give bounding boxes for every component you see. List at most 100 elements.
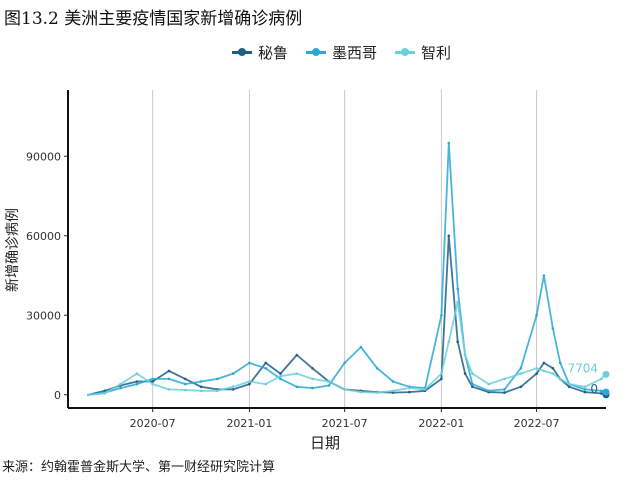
data-point (487, 382, 491, 386)
data-point (264, 382, 268, 386)
data-point (519, 367, 523, 370)
legend-label: 智利 (421, 43, 452, 62)
data-point (216, 377, 219, 381)
y-tick-label: 90000 (26, 150, 61, 163)
data-point (503, 391, 506, 394)
data-point (135, 382, 139, 386)
data-point (343, 388, 346, 391)
data-point (311, 367, 314, 370)
data-point (295, 385, 299, 389)
data-point (408, 390, 411, 394)
data-point (440, 314, 443, 317)
data-point (456, 287, 460, 291)
chart-title: 图13.2 美洲主要疫情国家新增确诊病例 (4, 9, 303, 29)
data-point (375, 367, 379, 370)
data-point (440, 372, 443, 375)
data-point (558, 361, 562, 365)
series-lines (87, 141, 608, 397)
data-point (151, 382, 154, 386)
data-point (295, 353, 299, 357)
data-point (583, 388, 587, 391)
series-end-label: 7704 (567, 361, 598, 375)
legend: 秘鲁 墨西哥 智利 (232, 40, 451, 64)
data-point (184, 377, 187, 381)
data-point (583, 385, 587, 389)
data-point (463, 353, 467, 357)
data-point (487, 389, 491, 393)
y-tick-label: 60000 (26, 230, 61, 243)
data-point (135, 372, 139, 375)
data-point (471, 372, 474, 375)
x-axis-label: 日期 (310, 434, 341, 452)
data-point (447, 141, 451, 145)
y-axis-label: 新增确诊病例 (5, 208, 21, 292)
data-point (199, 389, 203, 393)
data-point (583, 390, 587, 394)
data-point (359, 390, 363, 394)
data-point (471, 385, 474, 389)
data-point (600, 377, 603, 381)
data-point (167, 377, 171, 381)
data-point (343, 361, 346, 365)
data-point (519, 372, 523, 375)
data-point (503, 388, 506, 391)
data-point (558, 377, 562, 381)
y-tick-label: 30000 (26, 309, 61, 322)
data-point (248, 361, 251, 365)
data-point (391, 389, 395, 393)
data-point (119, 382, 122, 386)
data-point (199, 380, 203, 383)
data-point (311, 386, 314, 390)
data-point (135, 380, 139, 383)
data-point (456, 340, 460, 344)
legend-key (395, 45, 416, 59)
data-point (279, 377, 282, 381)
data-point (519, 385, 523, 389)
data-point (199, 385, 203, 389)
series-end-labels: 0 7704 (567, 361, 610, 399)
data-point (248, 382, 251, 386)
series-end-label: 0 (590, 382, 598, 396)
data-point (216, 389, 219, 393)
data-point (375, 391, 379, 394)
data-point (535, 314, 538, 317)
data-point (535, 367, 538, 370)
data-point (391, 391, 395, 394)
data-point (327, 384, 331, 387)
legend-label: 墨西哥 (332, 43, 378, 62)
data-point (167, 369, 171, 373)
data-point (231, 388, 235, 391)
data-point (408, 386, 411, 390)
data-point (503, 377, 506, 381)
data-point (542, 274, 546, 277)
legend-key (306, 45, 327, 59)
data-point (456, 300, 460, 304)
data-point (231, 372, 235, 375)
x-tick-label: 2020-07 (130, 417, 176, 430)
data-point (184, 388, 187, 392)
data-point (600, 389, 603, 393)
series-line-1 (88, 142, 607, 396)
data-point (447, 340, 451, 344)
data-point (551, 327, 555, 330)
y-tick-label: 0 (54, 389, 61, 402)
data-point (279, 372, 282, 375)
x-tick-label: 2022-07 (514, 417, 560, 430)
data-point (311, 377, 314, 381)
data-point (248, 380, 251, 383)
data-point (327, 380, 331, 383)
x-tick-label: 2021-01 (226, 417, 272, 430)
data-point (231, 385, 235, 389)
x-tick-label: 2022-01 (418, 417, 464, 430)
data-point (359, 345, 363, 349)
data-point (542, 361, 546, 365)
data-point (279, 374, 282, 378)
data-point (551, 367, 555, 370)
source-note: 来源：约翰霍普金斯大学、第一财经研究院计算 (2, 460, 276, 475)
data-point (551, 372, 555, 375)
data-point (567, 382, 571, 386)
legend-item: 秘鲁 (232, 42, 288, 63)
data-point (184, 382, 187, 386)
data-point (167, 388, 171, 391)
